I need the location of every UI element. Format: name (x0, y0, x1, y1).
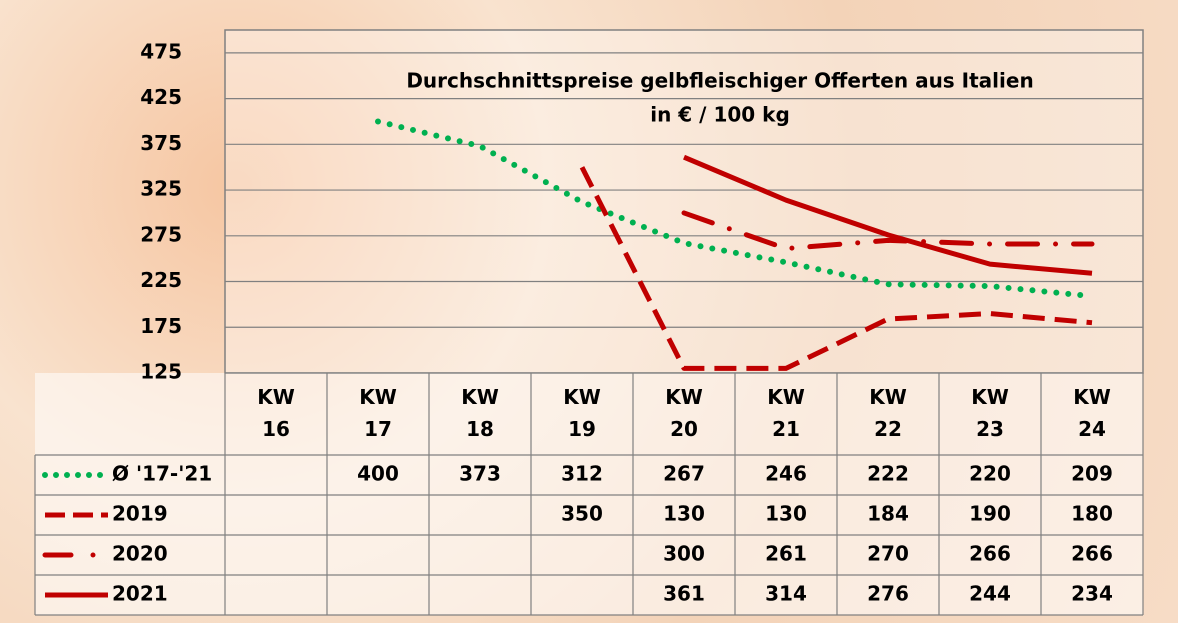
table-value: 361 (663, 582, 705, 606)
table-value: 180 (1071, 502, 1113, 526)
y-tick-label: 375 (140, 131, 182, 155)
table-value: 276 (867, 582, 909, 606)
line-series (683, 154, 1093, 276)
x-tick-label: KW 21 (767, 385, 805, 441)
y-tick-label: 225 (140, 268, 182, 292)
table-value: 314 (765, 582, 807, 606)
table-value: 267 (663, 462, 705, 486)
line-series (375, 118, 1095, 300)
table-value: 190 (969, 502, 1011, 526)
table-value: 184 (867, 502, 909, 526)
table-value: 300 (663, 542, 705, 566)
legend-label: 2019 (112, 502, 168, 526)
table-value: 222 (867, 462, 909, 486)
x-tick-label: KW 24 (1073, 385, 1111, 441)
x-tick-label: KW 19 (563, 385, 601, 441)
legend-label: 2020 (112, 542, 168, 566)
line-series (579, 166, 1093, 371)
x-tick-label: KW 16 (257, 385, 295, 441)
y-tick-label: 425 (140, 85, 182, 109)
table-value: 246 (765, 462, 807, 486)
table-value: 261 (765, 542, 807, 566)
table-value: 400 (357, 462, 399, 486)
x-tick-label: KW 18 (461, 385, 499, 441)
line-series (681, 210, 1095, 252)
x-tick-label: KW 22 (869, 385, 907, 441)
table-value: 244 (969, 582, 1011, 606)
x-tick-label: KW 23 (971, 385, 1009, 441)
y-tick-label: 125 (140, 360, 182, 384)
table-value: 266 (969, 542, 1011, 566)
legend-label: Ø '17-'21 (112, 462, 212, 486)
table-value: 130 (765, 502, 807, 526)
table-value: 270 (867, 542, 909, 566)
table-value: 234 (1071, 582, 1113, 606)
plot-area (224, 29, 1144, 374)
y-tick-label: 275 (140, 222, 182, 246)
y-tick-label: 175 (140, 314, 182, 338)
x-tick-label: KW 17 (359, 385, 397, 441)
table-value: 373 (459, 462, 501, 486)
x-tick-label: KW 20 (665, 385, 703, 441)
table-value: 209 (1071, 462, 1113, 486)
table-value: 266 (1071, 542, 1113, 566)
y-tick-label: 325 (140, 177, 182, 201)
table-value: 220 (969, 462, 1011, 486)
chart-title: Durchschnittspreise gelbfleischiger Offe… (406, 69, 1033, 93)
table-value: 312 (561, 462, 603, 486)
table-value: 350 (561, 502, 603, 526)
table-value: 130 (663, 502, 705, 526)
chart-subtitle: in € / 100 kg (650, 103, 790, 127)
y-tick-label: 475 (140, 39, 182, 63)
legend-label: 2021 (112, 582, 168, 606)
